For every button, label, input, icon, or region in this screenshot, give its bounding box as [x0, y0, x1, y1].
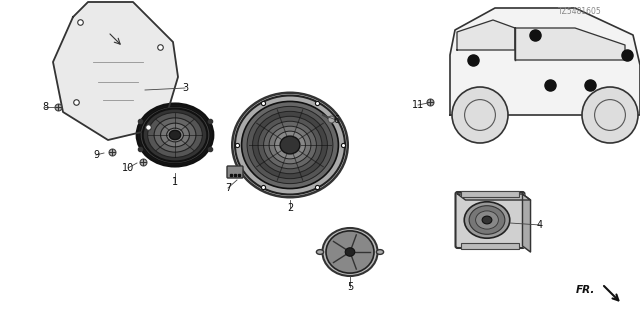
Ellipse shape	[376, 250, 383, 254]
Ellipse shape	[143, 108, 207, 162]
Text: TZ5481605: TZ5481605	[558, 7, 602, 17]
Ellipse shape	[235, 95, 345, 195]
Ellipse shape	[269, 126, 311, 164]
FancyBboxPatch shape	[456, 192, 525, 248]
Ellipse shape	[469, 206, 505, 234]
Ellipse shape	[137, 104, 213, 166]
Ellipse shape	[232, 93, 348, 197]
Ellipse shape	[166, 128, 184, 142]
Circle shape	[582, 87, 638, 143]
Ellipse shape	[464, 202, 509, 238]
Ellipse shape	[326, 231, 374, 273]
Ellipse shape	[482, 216, 492, 224]
Ellipse shape	[476, 211, 499, 229]
Text: 5: 5	[347, 282, 353, 292]
Polygon shape	[522, 194, 531, 252]
Ellipse shape	[161, 123, 189, 147]
Text: 11: 11	[412, 100, 424, 110]
FancyBboxPatch shape	[227, 166, 243, 178]
Ellipse shape	[253, 111, 328, 179]
Ellipse shape	[345, 248, 355, 256]
Ellipse shape	[242, 101, 339, 188]
Ellipse shape	[154, 118, 196, 152]
Text: 1: 1	[172, 177, 178, 187]
Text: 4: 4	[537, 220, 543, 230]
Text: 7: 7	[225, 183, 231, 193]
Ellipse shape	[148, 113, 202, 157]
Text: FR.: FR.	[575, 285, 595, 295]
Text: 3: 3	[182, 83, 188, 93]
Bar	[461, 243, 519, 249]
Ellipse shape	[170, 130, 180, 140]
Ellipse shape	[258, 116, 322, 174]
Text: 8: 8	[42, 102, 48, 112]
Circle shape	[452, 87, 508, 143]
Text: 6: 6	[333, 115, 339, 125]
Ellipse shape	[323, 228, 378, 276]
Text: 2: 2	[287, 203, 293, 213]
Polygon shape	[458, 194, 531, 200]
Polygon shape	[515, 28, 625, 60]
Polygon shape	[53, 2, 178, 140]
Ellipse shape	[140, 106, 210, 164]
Ellipse shape	[264, 121, 316, 169]
Ellipse shape	[275, 131, 305, 159]
Ellipse shape	[316, 250, 324, 254]
Text: 9: 9	[93, 150, 99, 160]
Polygon shape	[450, 8, 640, 115]
Text: 10: 10	[122, 163, 134, 173]
Bar	[461, 191, 519, 197]
Polygon shape	[457, 20, 515, 50]
Ellipse shape	[247, 106, 333, 184]
Ellipse shape	[280, 136, 300, 154]
